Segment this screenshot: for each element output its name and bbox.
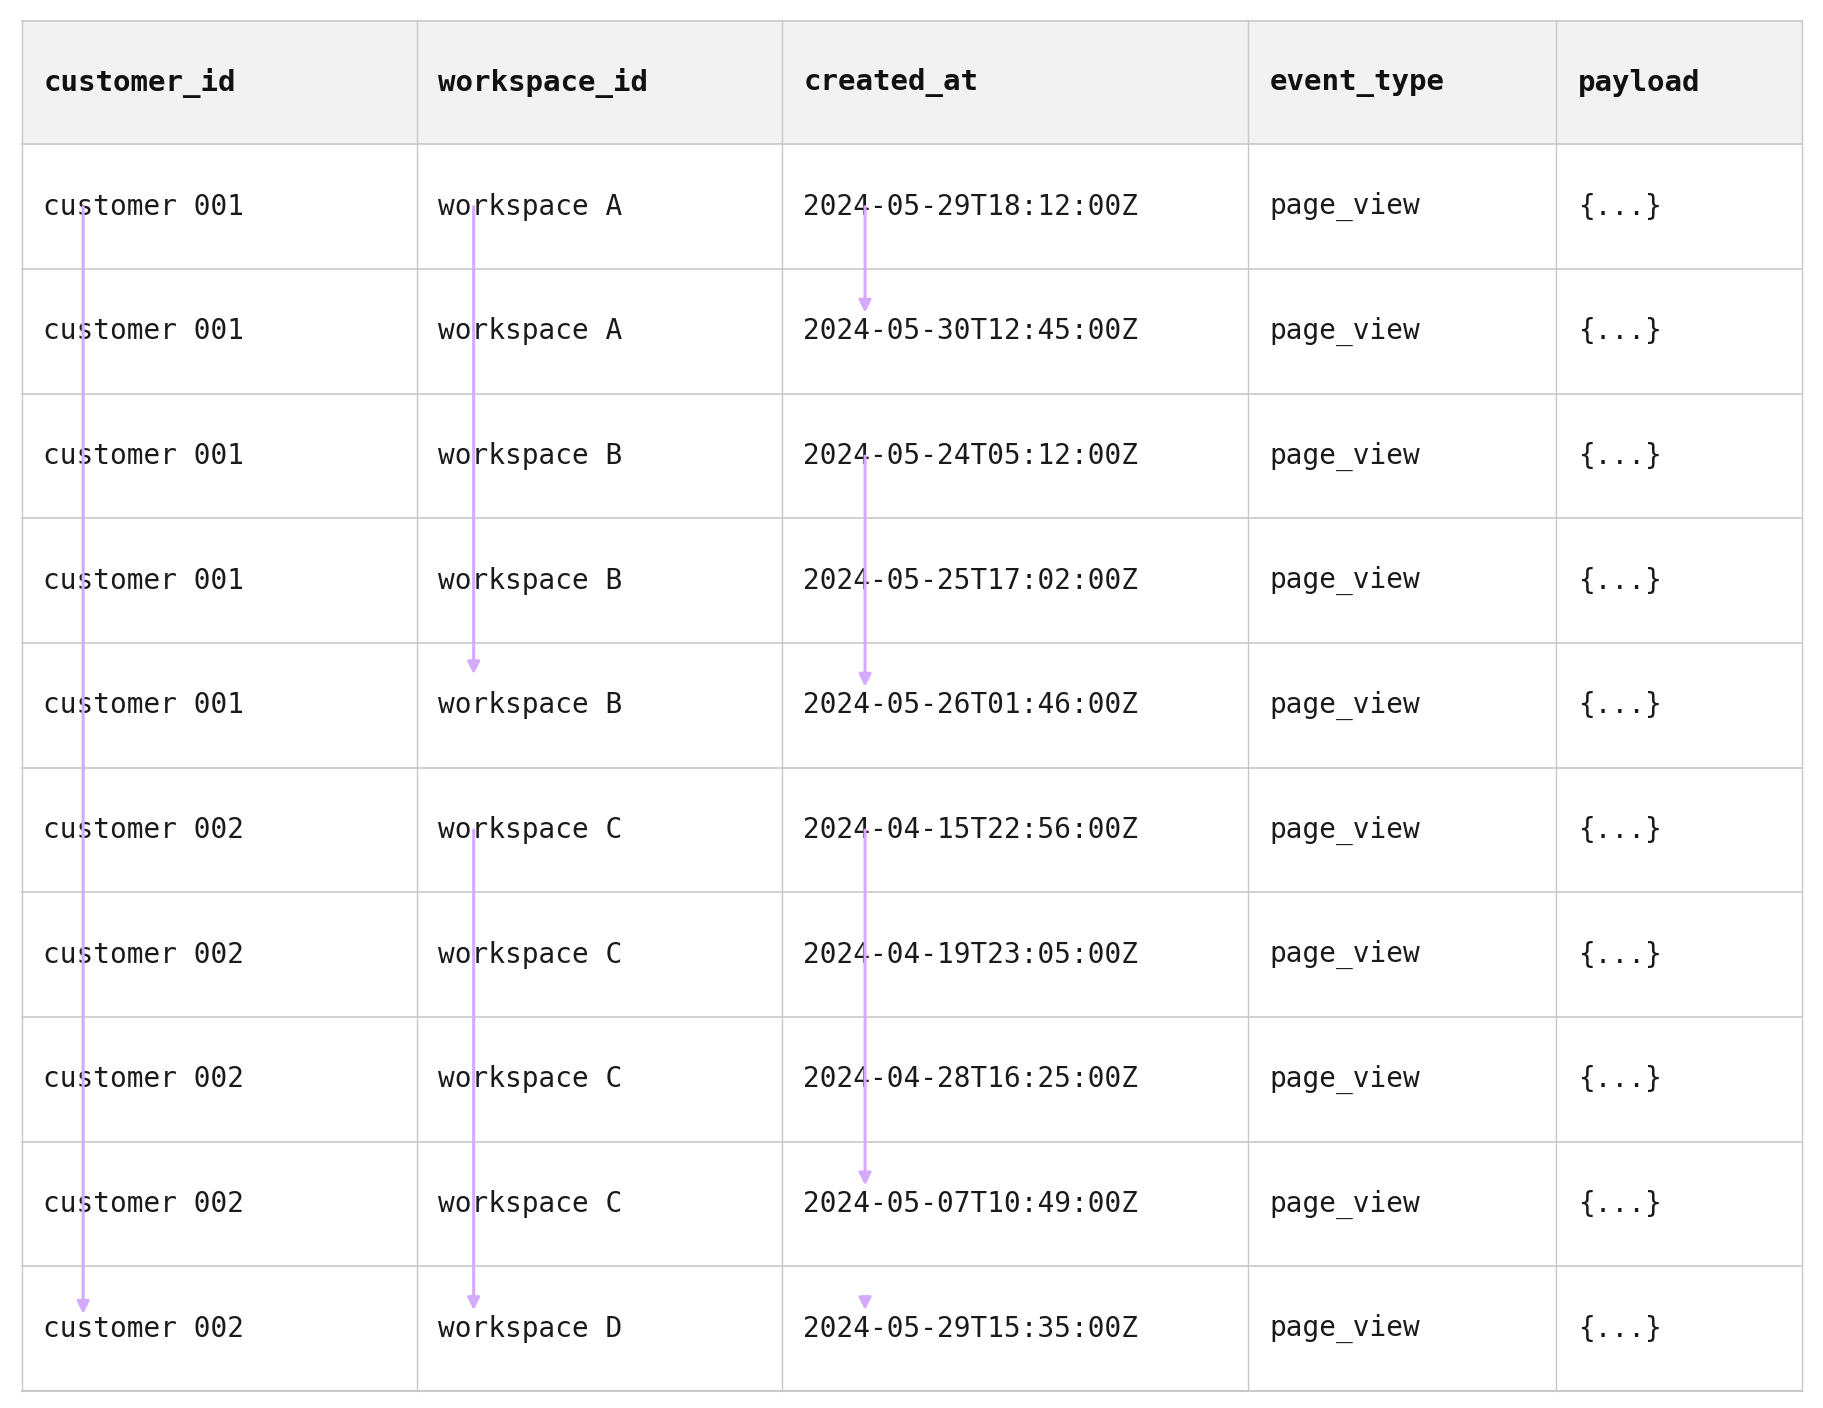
Text: 2024-05-07T10:49:00Z: 2024-05-07T10:49:00Z	[802, 1190, 1138, 1218]
Text: {...}: {...}	[1577, 317, 1661, 345]
Bar	[22, 21, 1801, 144]
Text: customer 002: customer 002	[44, 817, 244, 843]
Text: customer 001: customer 001	[44, 691, 244, 719]
Text: page_view: page_view	[1269, 1064, 1420, 1094]
Text: {...}: {...}	[1577, 566, 1661, 594]
Text: customer 001: customer 001	[44, 442, 244, 470]
Text: customer 001: customer 001	[44, 317, 244, 345]
Text: workspace D: workspace D	[438, 1315, 622, 1343]
Text: 2024-05-26T01:46:00Z: 2024-05-26T01:46:00Z	[802, 691, 1138, 719]
Text: created_at: created_at	[802, 68, 977, 97]
Text: 2024-05-29T18:12:00Z: 2024-05-29T18:12:00Z	[802, 193, 1138, 221]
Text: customer 002: customer 002	[44, 1066, 244, 1094]
Text: {...}: {...}	[1577, 941, 1661, 969]
Text: workspace B: workspace B	[438, 691, 622, 719]
Text: customer 001: customer 001	[44, 566, 244, 594]
Text: {...}: {...}	[1577, 817, 1661, 843]
Text: page_view: page_view	[1269, 691, 1420, 719]
Text: 2024-05-29T15:35:00Z: 2024-05-29T15:35:00Z	[802, 1315, 1138, 1343]
Text: page_view: page_view	[1269, 566, 1420, 596]
Text: page_view: page_view	[1269, 1190, 1420, 1219]
Text: workspace C: workspace C	[438, 817, 622, 843]
Text: workspace A: workspace A	[438, 317, 622, 345]
Text: page_view: page_view	[1269, 191, 1420, 221]
Text: 2024-05-30T12:45:00Z: 2024-05-30T12:45:00Z	[802, 317, 1138, 345]
Text: 2024-04-19T23:05:00Z: 2024-04-19T23:05:00Z	[802, 941, 1138, 969]
Text: payload: payload	[1577, 69, 1699, 97]
Text: workspace A: workspace A	[438, 193, 622, 221]
Text: {...}: {...}	[1577, 442, 1661, 470]
Text: customer 001: customer 001	[44, 193, 244, 221]
Text: customer_id: customer_id	[44, 68, 235, 97]
Text: 2024-05-25T17:02:00Z: 2024-05-25T17:02:00Z	[802, 566, 1138, 594]
Text: page_view: page_view	[1269, 317, 1420, 346]
Text: page_view: page_view	[1269, 1314, 1420, 1343]
Text: workspace B: workspace B	[438, 566, 622, 594]
Text: event_type: event_type	[1269, 69, 1444, 97]
Text: {...}: {...}	[1577, 691, 1661, 719]
Text: page_view: page_view	[1269, 941, 1420, 969]
Text: workspace B: workspace B	[438, 442, 622, 470]
Text: {...}: {...}	[1577, 193, 1661, 221]
Text: page_view: page_view	[1269, 442, 1420, 470]
Text: {...}: {...}	[1577, 1066, 1661, 1094]
Text: 2024-04-28T16:25:00Z: 2024-04-28T16:25:00Z	[802, 1066, 1138, 1094]
Text: workspace C: workspace C	[438, 941, 622, 969]
Text: {...}: {...}	[1577, 1315, 1661, 1343]
Text: customer 002: customer 002	[44, 941, 244, 969]
Text: workspace_id: workspace_id	[438, 68, 649, 97]
Text: customer 002: customer 002	[44, 1190, 244, 1218]
Text: workspace C: workspace C	[438, 1190, 622, 1218]
Text: {...}: {...}	[1577, 1190, 1661, 1218]
Text: page_view: page_view	[1269, 815, 1420, 845]
Text: 2024-05-24T05:12:00Z: 2024-05-24T05:12:00Z	[802, 442, 1138, 470]
Text: customer 002: customer 002	[44, 1315, 244, 1343]
Text: workspace C: workspace C	[438, 1066, 622, 1094]
Text: 2024-04-15T22:56:00Z: 2024-04-15T22:56:00Z	[802, 817, 1138, 843]
